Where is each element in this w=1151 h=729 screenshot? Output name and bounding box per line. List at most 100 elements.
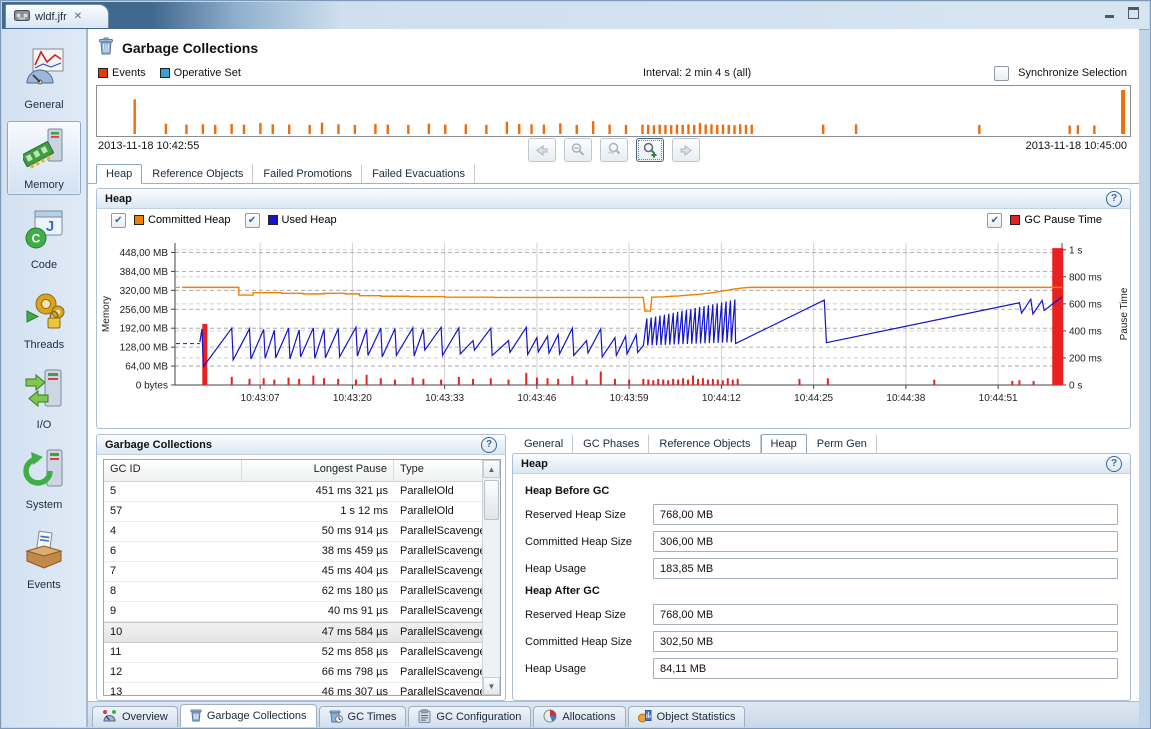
svg-text:384,00 MB: 384,00 MB [120,267,169,278]
table-row[interactable]: 1152 ms 858 µsParallelScavenge [104,643,482,663]
bottom-tab-allocations[interactable]: Allocations [533,706,625,727]
detail-tab-perm-gen[interactable]: Perm Gen [807,434,877,453]
table-row[interactable]: 5451 ms 321 µsParallelOld [104,482,482,502]
svg-text:800 ms: 800 ms [1069,272,1102,283]
jfr-file-icon [14,8,30,26]
code-icon: JC [23,207,65,256]
heap-group-title: Heap [105,193,132,205]
sidebar-item-label: Memory [24,179,64,191]
tab-reference-objects[interactable]: Reference Objects [142,164,253,183]
detail-tab-gc-phases[interactable]: GC Phases [573,434,649,453]
table-row[interactable]: 638 ms 459 µsParallelScavenge [104,542,482,562]
heap-chart-group: Heap ? ✔Committed Heap✔Used Heap✔GC Paus… [96,188,1131,429]
table-cell-type: ParallelScavenge [394,522,482,541]
column-header-gc-id[interactable]: GC ID [104,460,242,481]
table-row[interactable]: 1266 ms 798 µsParallelScavenge [104,663,482,683]
zoom-selection-button[interactable] [600,138,628,162]
field-value-input[interactable] [653,504,1118,525]
detail-tab-reference-objects[interactable]: Reference Objects [649,434,760,453]
svg-text:10:44:12: 10:44:12 [702,393,741,404]
table-row[interactable]: 450 ms 914 µsParallelScavenge [104,522,482,542]
scroll-up-icon[interactable]: ▲ [483,460,500,478]
help-icon[interactable]: ? [481,437,497,453]
event-timeline-chart[interactable] [96,85,1131,137]
editor-tab-wldf[interactable]: wldf.jfr ✕ [5,4,109,28]
sidebar-item-io[interactable]: I/O [7,361,81,435]
checkbox[interactable]: ✔ [245,213,260,228]
column-header-type[interactable]: Type [394,460,482,481]
tab-failed-promotions[interactable]: Failed Promotions [253,164,362,183]
detail-tab-heap[interactable]: Heap [761,434,807,454]
checkbox[interactable]: ✔ [987,213,1002,228]
page-title: Garbage Collections [122,40,258,56]
field-value-input[interactable] [653,631,1118,652]
sidebar-item-general[interactable]: General [7,41,81,115]
sidebar-item-label: System [26,499,63,511]
synchronize-selection-checkbox[interactable] [994,66,1009,81]
svg-text:10:44:38: 10:44:38 [886,393,925,404]
field-value-input[interactable] [653,604,1118,625]
bottom-tab-gc-times[interactable]: GC Times [319,706,407,727]
object-stats-icon [638,709,652,726]
field-value-input[interactable] [653,658,1118,679]
memory-icon [23,127,65,176]
table-cell-pause: 47 ms 584 µs [242,623,394,642]
sidebar-item-memory[interactable]: Memory [7,121,81,195]
table-row[interactable]: 940 ms 91 µsParallelScavenge [104,602,482,622]
close-icon[interactable]: ✕ [74,11,82,22]
bottom-tab-gc-configuration[interactable]: GC Configuration [408,706,531,727]
editor-tab-strip: wldf.jfr ✕ [2,2,1149,30]
zoom-in-button[interactable] [636,138,664,162]
sidebar-item-threads[interactable]: Threads [7,281,81,355]
table-row[interactable]: 1346 ms 307 µsParallelScavenge [104,683,482,695]
help-icon[interactable]: ? [1106,191,1122,207]
scrollbar-thumb[interactable] [484,480,499,520]
operative-set-swatch-icon [160,68,170,78]
overview-icon [102,709,117,726]
table-row[interactable]: 745 ms 404 µsParallelScavenge [104,562,482,582]
table-row[interactable]: 862 ms 180 µsParallelScavenge [104,582,482,602]
bottom-tab-bar: OverviewGarbage CollectionsGC Times GC Co… [88,701,1139,727]
bottom-tab-overview[interactable]: Overview [92,706,178,727]
bottom-tab-label: GC Configuration [436,711,521,723]
sidebar-item-code[interactable]: JCCode [7,201,81,275]
scroll-down-icon[interactable]: ▼ [483,677,500,695]
detail-tab-general[interactable]: General [514,434,573,453]
table-cell-type: ParallelScavenge [394,623,482,642]
minimize-icon [1105,15,1114,18]
help-icon[interactable]: ? [1106,456,1122,472]
svg-text:200 ms: 200 ms [1069,353,1102,364]
synchronize-selection[interactable]: Synchronize Selection [994,66,1127,81]
table-row[interactable]: 571 s 12 msParallelOld [104,502,482,522]
field-value-input[interactable] [653,531,1118,552]
table-row[interactable]: 1047 ms 584 µsParallelScavenge [104,622,482,643]
bottom-tab-garbage-collections[interactable]: Garbage Collections [180,704,317,727]
table-cell-id: 13 [104,683,242,695]
field-value-input[interactable] [653,558,1118,579]
table-scrollbar[interactable]: ▲ ▼ [482,460,500,695]
svg-text:600 ms: 600 ms [1069,299,1102,310]
sidebar-item-system[interactable]: System [7,441,81,515]
heap-tab-group: HeapReference ObjectsFailed PromotionsFa… [88,163,1139,184]
window-maximize-button[interactable] [1125,7,1141,20]
zoom-out-button[interactable] [564,138,592,162]
nav-back-button[interactable] [528,138,556,162]
heap-chart[interactable]: 10:43:0710:43:2010:43:3310:43:4610:43:59… [97,231,1130,428]
table-cell-id: 57 [104,502,242,521]
svg-text:400 ms: 400 ms [1069,326,1102,337]
table-cell-pause: 62 ms 180 µs [242,582,394,601]
maximize-icon [1128,7,1139,19]
series-swatch-icon [268,215,278,225]
bottom-tab-object-statistics[interactable]: Object Statistics [628,706,746,727]
column-header-longest-pause[interactable]: Longest Pause [242,460,394,481]
sidebar-item-label: General [24,99,63,111]
checkbox[interactable]: ✔ [111,213,126,228]
nav-forward-button[interactable] [672,138,700,162]
sidebar-item-events[interactable]: Events [7,521,81,595]
window-minimize-button[interactable] [1101,7,1117,20]
table-cell-type: ParallelScavenge [394,663,482,682]
legend-label: GC Pause Time [1024,214,1102,226]
table-cell-type: ParallelScavenge [394,683,482,695]
tab-failed-evacuations[interactable]: Failed Evacuations [362,164,475,183]
tab-heap[interactable]: Heap [96,164,142,184]
